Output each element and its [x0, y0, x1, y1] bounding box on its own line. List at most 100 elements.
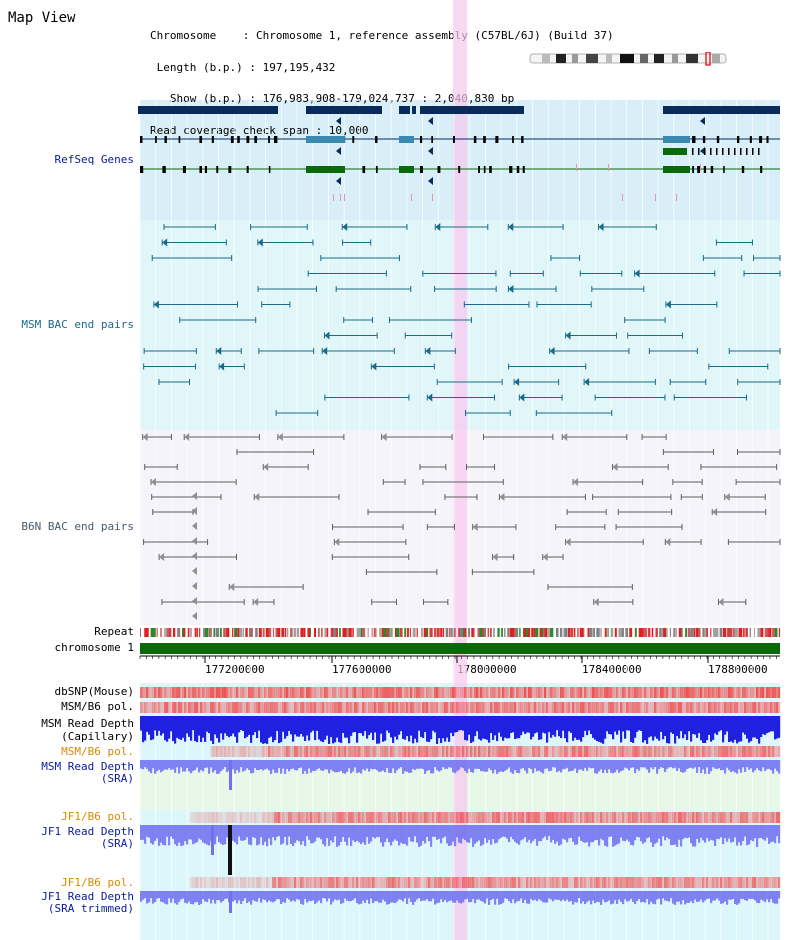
depth-bar: [288, 891, 291, 900]
depth-bar: [690, 760, 693, 768]
depth-bar: [726, 891, 729, 905]
depth-bar: [290, 891, 293, 902]
ideogram-band: [542, 54, 550, 63]
heat-cell: [302, 687, 305, 698]
depth-bar: [574, 760, 577, 769]
depth-bar: [622, 716, 625, 732]
repeat-mark: [768, 628, 772, 637]
heat-cell: [294, 702, 297, 713]
heat-cell: [208, 702, 211, 713]
depth-bar: [318, 825, 321, 838]
depth-bar: [222, 891, 225, 902]
depth-bar: [184, 891, 187, 903]
heat-cell: [314, 746, 317, 757]
heat-cell: [236, 746, 239, 757]
depth-bar: [324, 825, 327, 847]
depth-bar: [484, 760, 487, 772]
heat-cell: [230, 746, 233, 757]
repeat-mark: [317, 628, 320, 637]
snp-tick: [340, 194, 341, 201]
depth-bar: [622, 891, 625, 905]
repeat-mark: [738, 628, 742, 637]
depth-bar: [396, 891, 399, 902]
heat-cell: [338, 746, 341, 757]
depth-bar: [358, 716, 361, 733]
bac-arrow: [322, 347, 328, 355]
bac-arrow: [342, 223, 348, 231]
depth-bar: [394, 891, 397, 904]
heat-cell: [308, 746, 311, 757]
heat-cell: [284, 687, 287, 698]
depth-bar: [244, 716, 247, 739]
depth-bar: [438, 760, 441, 772]
heat-cell: [662, 687, 665, 698]
depth-bar: [564, 825, 567, 840]
heat-cell: [666, 812, 669, 823]
heat-cell: [542, 746, 545, 757]
heat-cell: [402, 746, 405, 757]
heat-cell: [574, 687, 577, 698]
depth-bar: [570, 760, 573, 771]
heat-cell: [640, 812, 643, 823]
heat-cell: [680, 702, 683, 713]
heat-cell: [214, 812, 217, 823]
depth-bar: [614, 825, 617, 846]
heat-cell: [656, 702, 659, 713]
repeat-mark: [564, 628, 568, 637]
heat-cell: [572, 812, 575, 823]
heat-cell: [356, 877, 359, 888]
heat-cell: [176, 687, 179, 698]
depth-bar: [696, 825, 699, 839]
depth-bar: [314, 891, 317, 904]
heat-cell: [460, 746, 463, 757]
heat-cell: [186, 702, 189, 713]
depth-bar: [162, 760, 165, 771]
repeat-mark: [215, 628, 220, 637]
heat-cell: [306, 812, 309, 823]
repeat-mark: [150, 628, 154, 637]
exon-mark: [512, 136, 514, 143]
depth-bar: [490, 891, 493, 900]
depth-bar: [292, 716, 295, 742]
chromosome-ideogram[interactable]: [528, 52, 730, 66]
repeat-mark: [265, 628, 269, 637]
heat-cell: [630, 702, 633, 713]
heat-cell: [534, 877, 537, 888]
heat-cell: [254, 687, 257, 698]
heat-cell: [414, 746, 417, 757]
depth-bar: [144, 891, 147, 899]
heat-cell: [658, 702, 661, 713]
depth-bar: [200, 760, 203, 771]
repeat-mark: [581, 628, 585, 637]
heat-cell: [428, 746, 431, 757]
depth-bar: [706, 891, 709, 899]
depth-bar: [762, 891, 765, 901]
heat-cell: [398, 687, 401, 698]
depth-bar: [664, 891, 667, 901]
depth-bar: [442, 716, 445, 739]
depth-bar: [724, 891, 727, 902]
heat-cell: [766, 812, 769, 823]
depth-bar: [496, 891, 499, 899]
heat-cell: [760, 877, 763, 888]
gene-block: [663, 106, 780, 114]
depth-bar: [470, 891, 473, 903]
depth-bar: [312, 825, 315, 844]
heat-cell: [614, 687, 617, 698]
repeat-mark: [666, 628, 668, 637]
repeat-mark: [160, 628, 162, 637]
depth-bar: [392, 825, 395, 842]
heat-cell: [768, 812, 771, 823]
heat-cell: [264, 687, 267, 698]
heat-cell: [294, 687, 297, 698]
heat-cell: [720, 687, 723, 698]
heat-cell: [714, 812, 717, 823]
heat-cell: [640, 746, 643, 757]
depth-bar: [740, 716, 743, 742]
depth-bar: [592, 760, 595, 769]
depth-bar: [372, 760, 375, 770]
heat-cell: [716, 702, 719, 713]
heat-cell: [368, 812, 371, 823]
gene-arrow: [700, 147, 705, 155]
